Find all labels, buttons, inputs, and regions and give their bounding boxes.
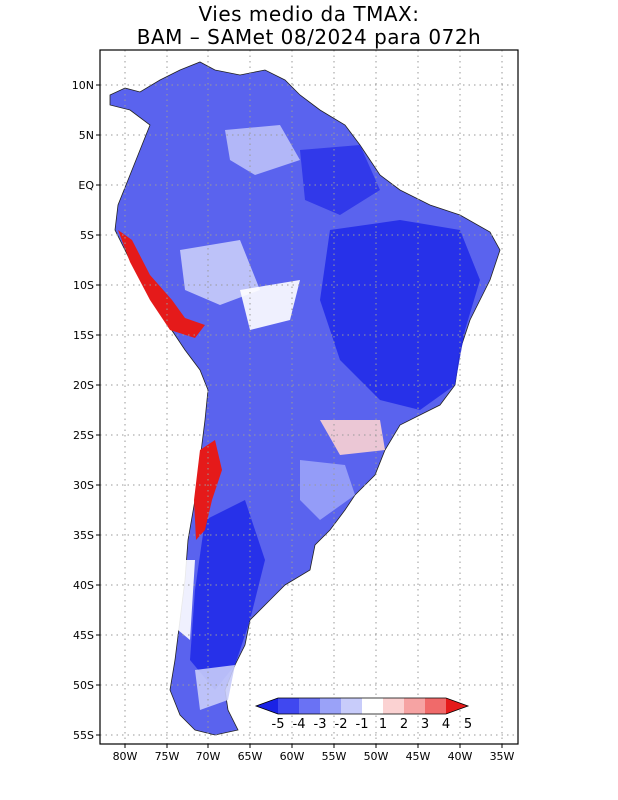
colorbar-swatch	[362, 698, 383, 714]
colorbar-swatch	[404, 698, 425, 714]
lat-label: 55S	[73, 729, 94, 742]
colorbar-label: 4	[442, 717, 450, 732]
lon-label: 50W	[364, 750, 389, 763]
colorbar-label: 2	[400, 717, 408, 732]
colorbar-arrow-right	[446, 698, 468, 714]
colorbar-arrow-left	[256, 698, 278, 714]
lat-label: 5N	[79, 129, 94, 142]
lat-label: 10N	[72, 79, 94, 92]
lon-label: 45W	[406, 750, 431, 763]
colorbar-label: -1	[356, 717, 369, 732]
lat-label: 40S	[73, 579, 94, 592]
lat-label: 35S	[73, 529, 94, 542]
colorbar-label: 1	[379, 717, 387, 732]
colorbar-swatch	[278, 698, 299, 714]
lat-label: 15S	[73, 329, 94, 342]
colorbar-label: 5	[464, 717, 472, 732]
lat-label: 5S	[80, 229, 94, 242]
lon-label: 55W	[322, 750, 347, 763]
lat-label: EQ	[78, 179, 94, 192]
lon-label: 40W	[448, 750, 473, 763]
map-title-line1: Vies medio da TMAX:	[198, 2, 420, 26]
colorbar-swatch	[425, 698, 446, 714]
map-frame	[99, 49, 519, 745]
colorbar-swatch	[341, 698, 362, 714]
colorbar-swatch	[320, 698, 341, 714]
colorbar-label: -3	[314, 717, 327, 732]
lat-axis-labels: 10N 5N EQ 5S 10S 15S 20S 25S 30S 35S 40S…	[72, 79, 95, 742]
map-title-line2: BAM – SAMet 08/2024 para 072h	[136, 25, 482, 49]
tick-marks	[96, 84, 503, 748]
lon-axis-labels: 80W 75W 70W 65W 60W 55W 50W 45W 40W 35W	[113, 750, 515, 763]
lat-label: 30S	[73, 479, 94, 492]
lat-label: 20S	[73, 379, 94, 392]
colorbar-swatch	[299, 698, 320, 714]
bias-field	[109, 61, 501, 736]
lon-label: 60W	[280, 750, 305, 763]
colorbar-label: -2	[335, 717, 348, 732]
lat-label: 25S	[73, 429, 94, 442]
colorbar-label: -4	[293, 717, 306, 732]
lat-label: 50S	[73, 679, 94, 692]
lat-label: 10S	[73, 279, 94, 292]
colorbar: -5 -4 -3 -2 -1 1 2 3 4 5	[254, 697, 472, 732]
lon-label: 65W	[238, 750, 263, 763]
lat-label: 45S	[73, 629, 94, 642]
colorbar-label: -5	[272, 717, 285, 732]
colorbar-swatch	[383, 698, 404, 714]
gridlines	[100, 50, 518, 744]
lon-label: 75W	[155, 750, 180, 763]
colorbar-label: 3	[421, 717, 429, 732]
lon-label: 35W	[490, 750, 515, 763]
lon-label: 80W	[113, 750, 138, 763]
lon-label: 70W	[196, 750, 221, 763]
